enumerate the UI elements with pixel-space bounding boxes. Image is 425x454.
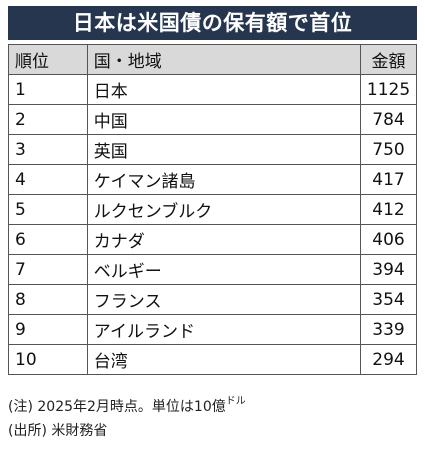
country-cell: 中国	[86, 104, 362, 135]
table-row: 8 フランス 354	[8, 284, 417, 315]
table-row: 3 英国 750	[8, 134, 417, 165]
rank-cell: 9	[8, 314, 88, 345]
table-row: 2 中国 784	[8, 104, 417, 135]
country-cell: カナダ	[86, 224, 362, 255]
ranking-table: 順位 国・地域 金額 1 日本 1125 2 中国 784 3 英国 750	[8, 44, 417, 375]
rank-cell: 3	[8, 134, 88, 165]
table-row: 1 日本 1125	[8, 74, 417, 105]
table-row: 6 カナダ 406	[8, 224, 417, 255]
amount-cell: 394	[360, 254, 417, 285]
rank-cell: 4	[8, 164, 88, 195]
amount-cell: 294	[360, 344, 417, 375]
table-header-row: 順位 国・地域 金額	[8, 44, 417, 75]
rank-cell: 10	[8, 344, 88, 375]
country-cell: ルクセンブルク	[86, 194, 362, 225]
country-cell: ケイマン諸島	[86, 164, 362, 195]
note-line: (注) 2025年2月時点。単位は10億ドル	[8, 395, 417, 419]
amount-cell: 417	[360, 164, 417, 195]
amount-cell: 1125	[360, 74, 417, 105]
table-row: 10 台湾 294	[8, 344, 417, 375]
rank-cell: 2	[8, 104, 88, 135]
country-cell: 英国	[86, 134, 362, 165]
rank-cell: 7	[8, 254, 88, 285]
amount-cell: 784	[360, 104, 417, 135]
amount-cell: 406	[360, 224, 417, 255]
rank-cell: 5	[8, 194, 88, 225]
amount-cell: 354	[360, 284, 417, 315]
amount-cell: 339	[360, 314, 417, 345]
header-rank: 順位	[8, 44, 88, 75]
table-row: 5 ルクセンブルク 412	[8, 194, 417, 225]
table-row: 7 ベルギー 394	[8, 254, 417, 285]
country-cell: フランス	[86, 284, 362, 315]
table-row: 4 ケイマン諸島 417	[8, 164, 417, 195]
amount-cell: 412	[360, 194, 417, 225]
header-amount: 金額	[360, 44, 417, 75]
table-row: 9 アイルランド 339	[8, 314, 417, 345]
header-country: 国・地域	[86, 44, 362, 75]
rank-cell: 1	[8, 74, 88, 105]
rank-cell: 6	[8, 224, 88, 255]
country-cell: アイルランド	[86, 314, 362, 345]
country-cell: 台湾	[86, 344, 362, 375]
page-title: 日本は米国債の保有額で首位	[8, 6, 417, 40]
note-unit: ドル	[225, 396, 246, 407]
rank-cell: 8	[8, 284, 88, 315]
note-text: (注) 2025年2月時点。単位は10億	[8, 399, 226, 415]
country-cell: 日本	[86, 74, 362, 105]
country-cell: ベルギー	[86, 254, 362, 285]
footnotes: (注) 2025年2月時点。単位は10億ドル (出所) 米財務省	[8, 395, 417, 443]
amount-cell: 750	[360, 134, 417, 165]
source-line: (出所) 米財務省	[8, 423, 108, 439]
